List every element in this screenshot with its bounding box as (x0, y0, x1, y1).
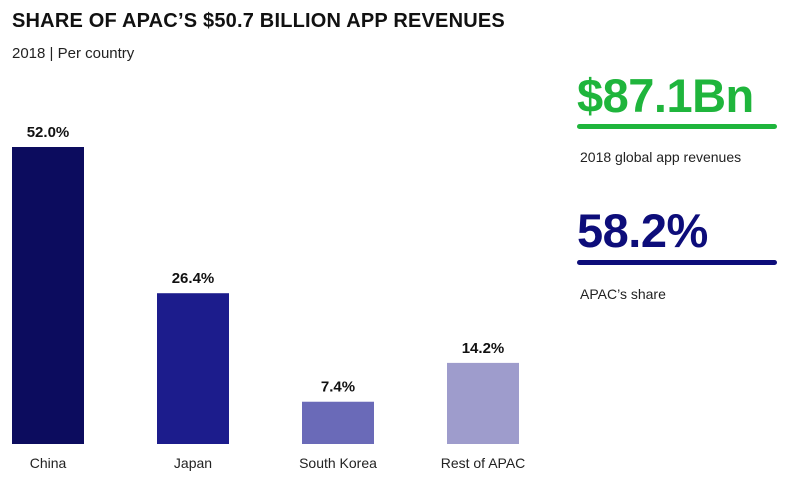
bar-china (12, 147, 84, 444)
category-label-rest-of-apac: Rest of APAC (441, 455, 526, 471)
value-label-south-korea: 7.4% (321, 379, 355, 396)
global-revenue-underline (577, 124, 777, 129)
bar-rest-of-apac (447, 362, 519, 444)
chart-title: SHARE OF APAC’S $50.7 BILLION APP REVENU… (12, 10, 505, 32)
value-label-china: 52.0% (27, 124, 70, 141)
global-revenue-label: 2018 global app revenues (580, 149, 742, 165)
category-label-south-korea: South Korea (299, 455, 377, 471)
apac-share-underline (577, 260, 777, 265)
bar-south-korea (302, 401, 374, 444)
apac-share-value: 58.2% (577, 204, 708, 257)
chart-subtitle: 2018 | Per country (12, 45, 135, 62)
value-label-japan: 26.4% (172, 270, 215, 287)
bar-japan (157, 293, 229, 444)
category-label-japan: Japan (174, 455, 212, 471)
category-label-china: China (30, 455, 67, 471)
bar-chart: 52.0% China 26.4% Japan 7.4% South Korea 14.2%… (12, 124, 526, 471)
global-revenue-value: $87.1Bn (577, 69, 754, 122)
value-label-rest-of-apac: 14.2% (462, 340, 505, 357)
apac-share-label: APAC’s share (580, 286, 666, 302)
